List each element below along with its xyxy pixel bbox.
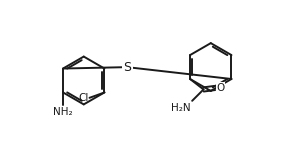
Text: Cl: Cl [78, 93, 88, 103]
Text: S: S [123, 61, 131, 74]
Text: O: O [216, 83, 225, 93]
Text: H₂N: H₂N [171, 103, 191, 113]
Text: NH₂: NH₂ [53, 107, 73, 117]
